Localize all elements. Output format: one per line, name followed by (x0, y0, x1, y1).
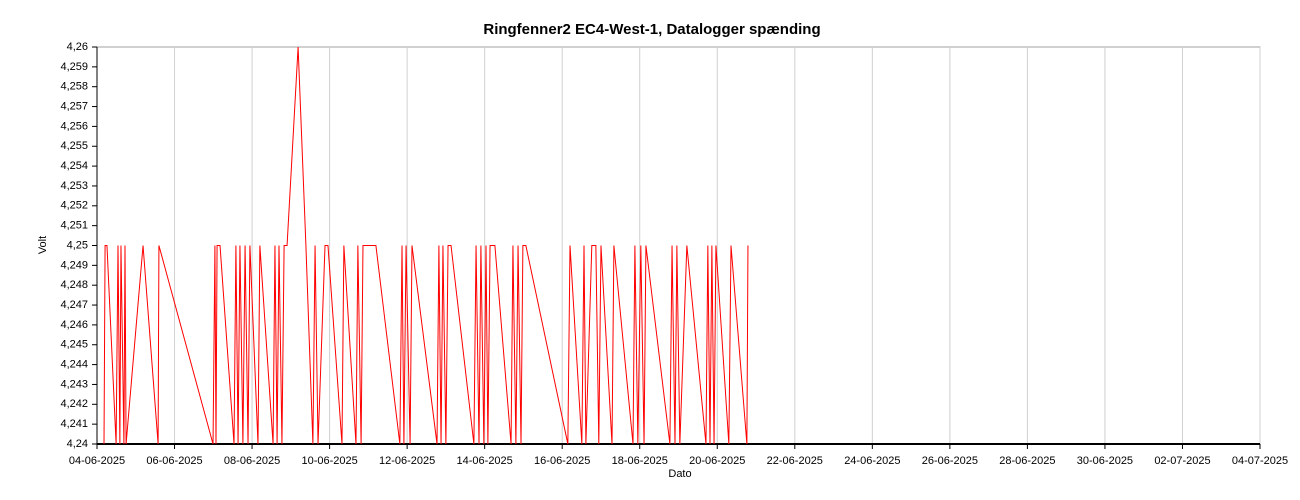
y-tick-label: 4,255 (60, 140, 88, 152)
y-tick-label: 4,253 (60, 180, 88, 192)
x-tick-label: 08-06-2025 (224, 455, 280, 467)
y-tick-label: 4,243 (60, 378, 88, 390)
chart-title: Ringfenner2 EC4-West-1, Datalogger spænd… (483, 21, 820, 38)
y-tick-label: 4,246 (60, 319, 88, 331)
x-axis-label: Dato (668, 468, 691, 480)
x-tick-label: 30-06-2025 (1077, 455, 1133, 467)
y-tick-label: 4,247 (60, 299, 88, 311)
x-tick-label: 14-06-2025 (457, 455, 513, 467)
x-tick-label: 18-06-2025 (612, 455, 668, 467)
y-tick-label: 4,242 (60, 398, 88, 410)
x-tick-label: 04-06-2025 (69, 455, 125, 467)
y-tick-label: 4,259 (60, 61, 88, 73)
x-tick-label: 22-06-2025 (767, 455, 823, 467)
x-tick-label: 02-07-2025 (1154, 455, 1210, 467)
y-tick-label: 4,258 (60, 81, 88, 93)
x-tick-label: 04-07-2025 (1232, 455, 1288, 467)
y-tick-label: 4,252 (60, 200, 88, 212)
y-tick-label: 4,244 (60, 359, 88, 371)
y-tick-label: 4,251 (60, 220, 88, 232)
x-tick-label: 28-06-2025 (999, 455, 1055, 467)
x-tick-label: 12-06-2025 (379, 455, 435, 467)
y-tick-label: 4,249 (60, 259, 88, 271)
x-tick-label: 06-06-2025 (146, 455, 202, 467)
y-tick-label: 4,245 (60, 339, 88, 351)
x-tick-label: 20-06-2025 (689, 455, 745, 467)
y-tick-label: 4,25 (67, 239, 88, 251)
y-tick-label: 4,241 (60, 418, 88, 430)
y-tick-label: 4,254 (60, 160, 88, 172)
x-tick-label: 16-06-2025 (534, 455, 590, 467)
data-line (103, 46, 749, 445)
y-tick-label: 4,24 (67, 438, 88, 450)
x-tick-label: 10-06-2025 (301, 455, 357, 467)
y-tick-label: 4,257 (60, 100, 88, 112)
y-tick-label: 4,256 (60, 120, 88, 132)
x-tick-label: 26-06-2025 (922, 455, 978, 467)
y-tick-label: 4,26 (67, 41, 88, 53)
y-tick-label: 4,248 (60, 279, 88, 291)
x-tick-label: 24-06-2025 (844, 455, 900, 467)
y-axis-label: Volt (37, 236, 49, 254)
